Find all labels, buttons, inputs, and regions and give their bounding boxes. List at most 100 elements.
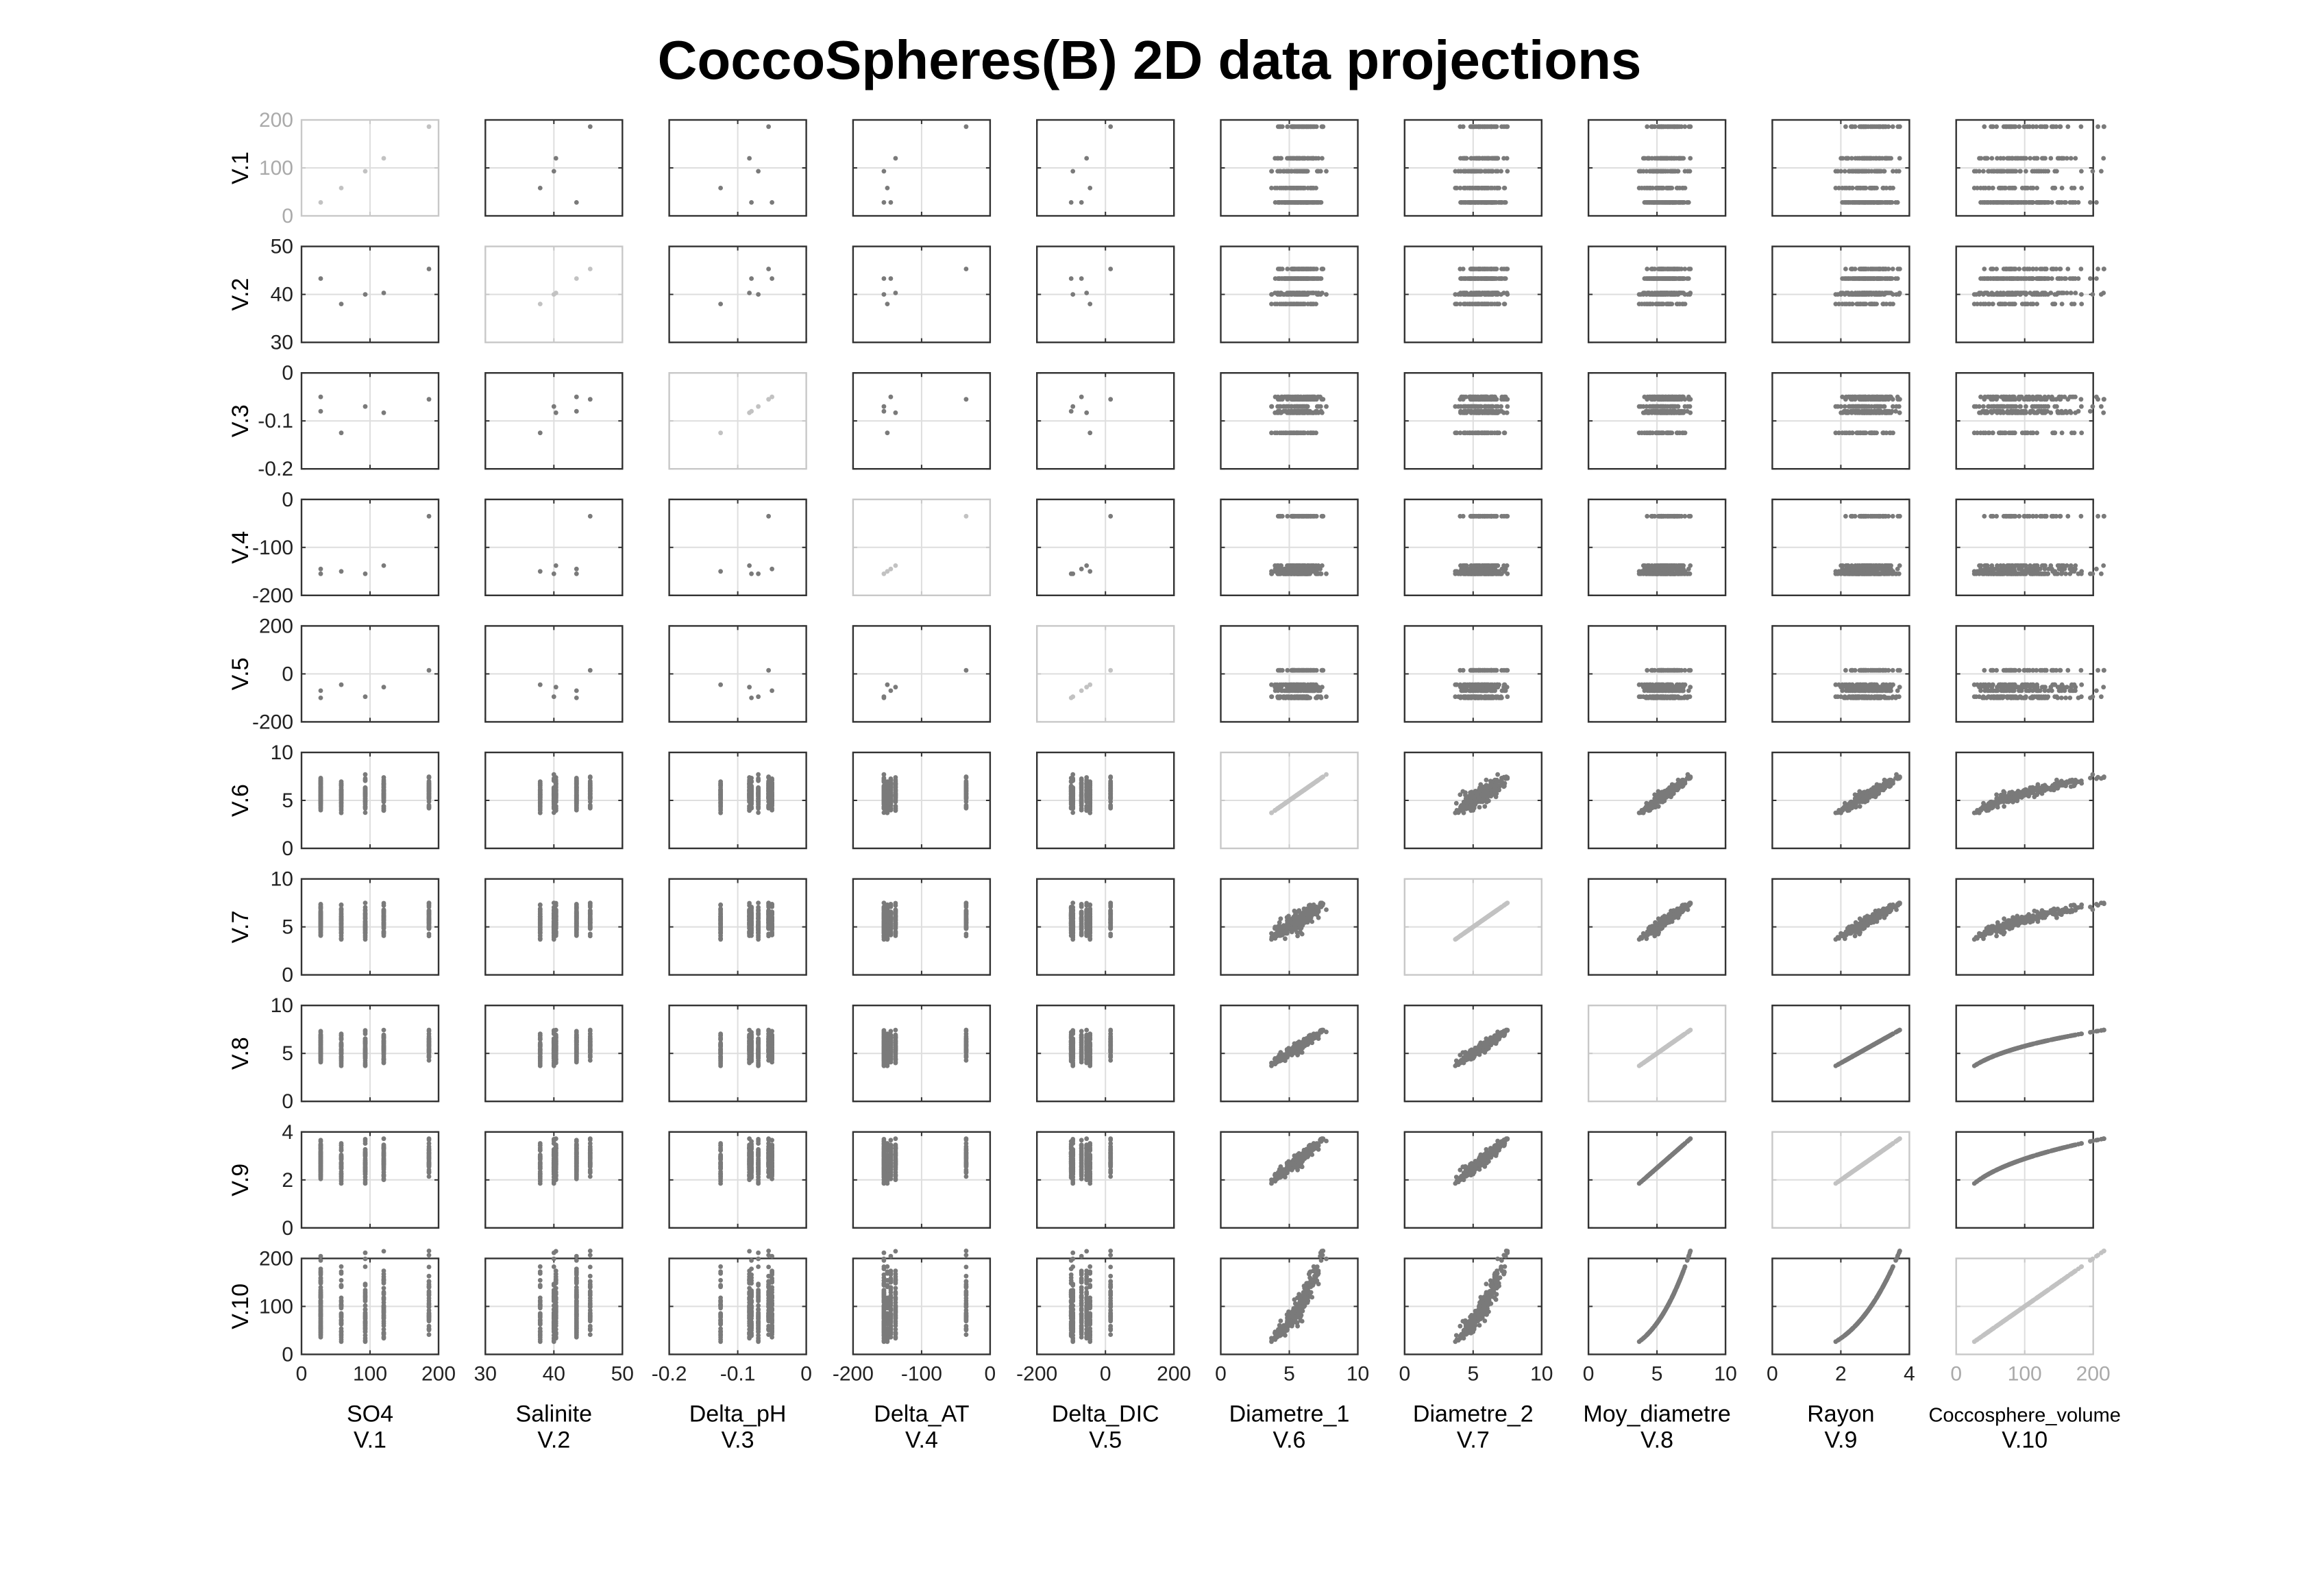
data-point — [1079, 276, 1084, 281]
data-point — [1998, 410, 2003, 415]
data-point — [2002, 186, 2008, 191]
data-point — [1318, 276, 1324, 281]
data-point — [1068, 408, 1074, 414]
data-point — [2009, 124, 2014, 130]
subplot-V.1-vs-V.10 — [1955, 119, 2106, 217]
data-point — [1881, 302, 1886, 306]
data-point — [1068, 276, 1074, 281]
data-point — [1488, 186, 1493, 191]
data-point — [1668, 200, 1673, 205]
data-point — [893, 410, 898, 415]
data-point — [1991, 267, 1995, 271]
data-point — [1656, 430, 1662, 436]
data-point — [893, 291, 898, 295]
data-point — [2079, 302, 2085, 306]
y-axis-label: V.3 — [228, 404, 254, 437]
subplot-V.2-vs-V.5 — [1035, 245, 1175, 343]
data-point — [1488, 410, 1494, 415]
data-point — [1477, 124, 1483, 130]
data-point — [2017, 291, 2023, 295]
data-point — [2090, 404, 2095, 409]
data-point — [381, 156, 386, 161]
data-point — [1282, 571, 1287, 576]
data-point — [1873, 267, 1879, 271]
data-point — [587, 513, 593, 519]
data-point — [2094, 276, 2099, 281]
data-point — [1079, 566, 1084, 572]
data-point — [574, 200, 579, 205]
data-point — [2059, 302, 2065, 306]
data-point — [1982, 156, 1987, 161]
data-point — [1682, 571, 1688, 576]
data-point — [1079, 394, 1084, 400]
data-point — [1882, 200, 1887, 205]
data-point — [2052, 404, 2058, 409]
data-point — [1482, 267, 1487, 271]
data-point — [1479, 156, 1485, 161]
data-point — [1982, 291, 1987, 295]
data-point — [1468, 169, 1473, 174]
data-point — [888, 200, 894, 205]
data-point — [362, 404, 368, 409]
data-point — [1686, 124, 1692, 130]
data-point — [1882, 276, 1887, 281]
data-point — [551, 404, 556, 409]
data-point — [1872, 302, 1878, 306]
data-point — [1895, 267, 1901, 271]
data-point — [1308, 513, 1314, 519]
data-point — [881, 292, 887, 297]
data-point — [2030, 397, 2036, 402]
data-point — [1469, 563, 1474, 568]
data-point — [2090, 169, 2095, 174]
data-point — [1324, 404, 1329, 409]
data-point — [1305, 302, 1311, 306]
data-point — [2071, 302, 2077, 306]
data-point — [1876, 200, 1882, 205]
data-point — [1278, 124, 1283, 130]
subplot-V.4-vs-V.3 — [668, 498, 807, 596]
data-point — [1458, 430, 1463, 436]
data-point — [1283, 200, 1288, 205]
data-point — [1499, 276, 1504, 281]
data-point — [1319, 267, 1325, 271]
data-point — [1453, 571, 1458, 576]
data-point — [1453, 292, 1458, 297]
data-point — [2022, 267, 2028, 271]
data-point — [1890, 397, 1895, 402]
data-point — [1664, 513, 1670, 519]
data-point — [1502, 302, 1508, 306]
data-point — [1499, 267, 1504, 271]
data-point — [749, 200, 754, 205]
data-point — [1482, 169, 1488, 174]
data-point — [1842, 169, 1847, 174]
data-point — [1488, 124, 1494, 130]
data-point — [1276, 276, 1281, 281]
data-point — [1488, 513, 1494, 519]
data-point — [1275, 563, 1280, 568]
data-point — [1656, 571, 1661, 576]
data-point — [1504, 563, 1510, 568]
data-point — [1981, 404, 1986, 409]
data-point — [1286, 410, 1291, 415]
data-point — [381, 291, 386, 295]
data-point — [1640, 563, 1646, 568]
data-point — [1087, 569, 1093, 574]
data-point — [1299, 169, 1305, 174]
data-point — [1862, 267, 1867, 271]
data-point — [2101, 397, 2106, 402]
data-point — [1654, 156, 1660, 161]
data-point — [1068, 200, 1074, 205]
data-point — [1867, 430, 1873, 436]
data-point — [1469, 200, 1474, 205]
data-point — [1664, 267, 1670, 271]
data-point — [1488, 291, 1494, 295]
data-point — [1505, 397, 1510, 402]
data-point — [1869, 124, 1873, 130]
data-point — [318, 566, 323, 572]
data-point — [1843, 276, 1848, 281]
data-point — [1897, 291, 1902, 295]
data-point — [2079, 404, 2084, 409]
data-point — [1324, 169, 1329, 174]
data-point — [1880, 124, 1885, 130]
data-point — [1461, 404, 1466, 409]
